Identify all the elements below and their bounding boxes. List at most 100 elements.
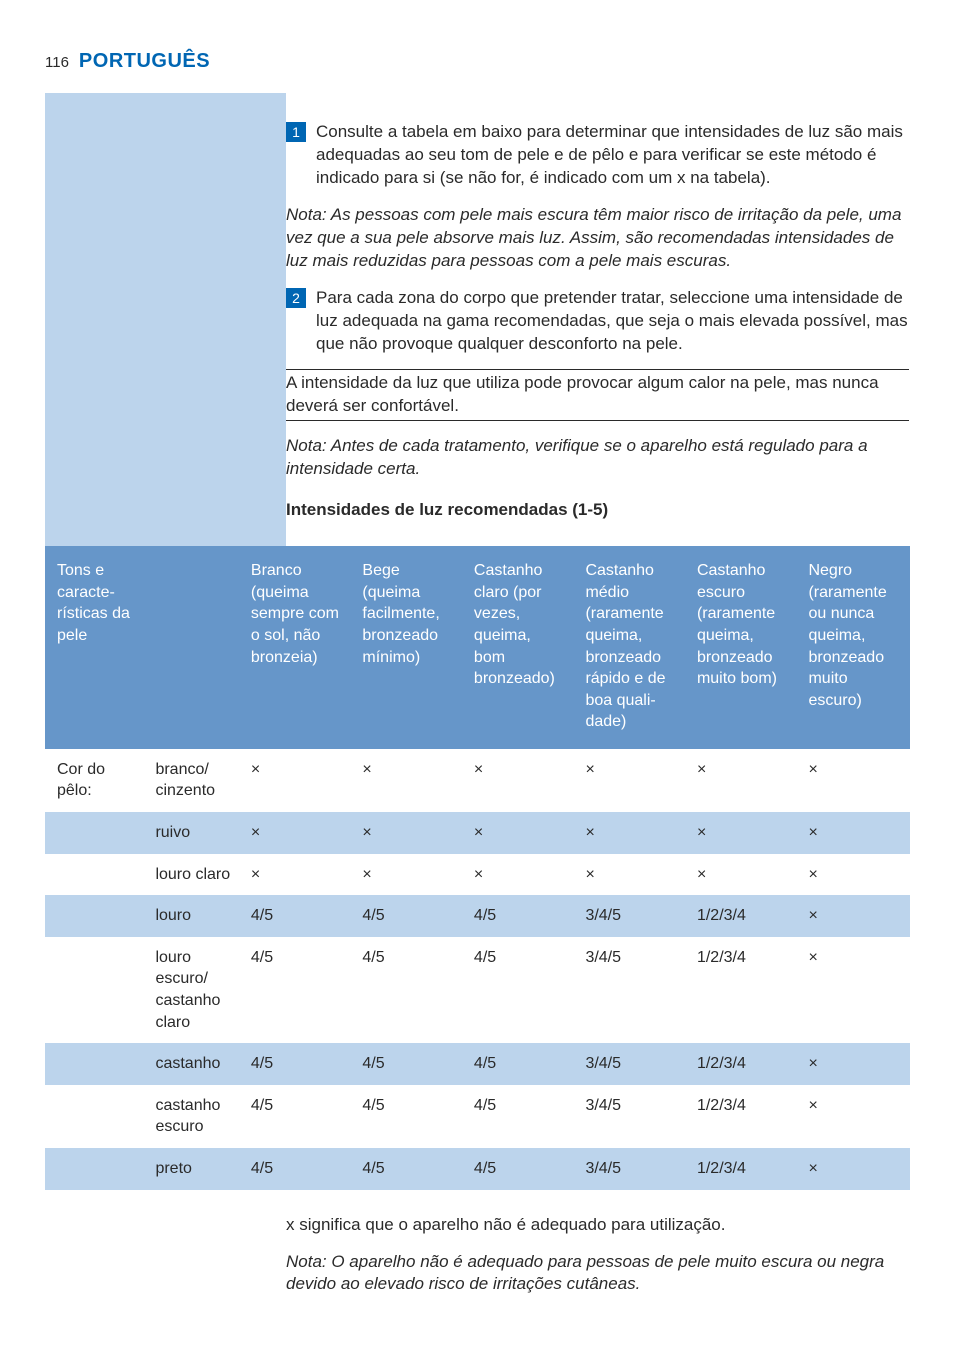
page-number: 116: [45, 53, 69, 73]
table-cell: 4/5: [464, 1148, 576, 1190]
footnote-note: Nota: O aparelho não é adequado para pes…: [286, 1251, 909, 1297]
intensity-table-wrap: Tons e caracte­rísticas da pele Branco (…: [45, 546, 910, 1189]
footnote-text: x significa que o aparelho não é adequad…: [286, 1214, 909, 1237]
step-1: 1 Consulte a tabela em baixo para determ…: [286, 121, 909, 190]
table-cell: louro: [145, 895, 240, 937]
table-cell: 4/5: [352, 895, 464, 937]
table-cell: 4/5: [241, 1148, 353, 1190]
table-cell: ×: [241, 812, 353, 854]
th-skin: Tons e caracte­rísticas da pele: [45, 546, 145, 749]
table-cell: ×: [798, 937, 910, 1043]
table-cell: ×: [687, 749, 799, 812]
table-row: preto4/54/54/53/4/51/2/3/4×: [45, 1148, 910, 1190]
table-cell: branco/ cinzento: [145, 749, 240, 812]
table-row: louro4/54/54/53/4/51/2/3/4×: [45, 895, 910, 937]
step-text: Consulte a tabela em baixo para determin…: [316, 121, 909, 190]
table-body: Cor do pêlo:branco/ cinzento××××××ruivo×…: [45, 749, 910, 1190]
table-cell: 4/5: [241, 937, 353, 1043]
table-cell: ×: [687, 812, 799, 854]
table-cell: 1/2/3/4: [687, 937, 799, 1043]
table-cell: 3/4/5: [575, 895, 687, 937]
table-cell: 3/4/5: [575, 1085, 687, 1148]
th-blank: [145, 546, 240, 749]
th-white: Branco (queima sempre com o sol, não bro…: [241, 546, 353, 749]
th-lightbrown: Castanho claro (por vezes, queima, bom b…: [464, 546, 576, 749]
content-column: 1 Consulte a tabela em baixo para determ…: [286, 121, 909, 522]
table-cell: ×: [464, 812, 576, 854]
table-cell: 1/2/3/4: [687, 895, 799, 937]
table-cell: [45, 854, 145, 896]
note-paragraph: Nota: Antes de cada tratamento, verifiqu…: [286, 435, 909, 481]
table-cell: ×: [798, 1148, 910, 1190]
left-color-band: [45, 93, 286, 553]
table-cell: [45, 895, 145, 937]
table-cell: 4/5: [352, 937, 464, 1043]
language-label: PORTUGUÊS: [79, 48, 210, 75]
table-cell: 4/5: [241, 895, 353, 937]
table-cell: ruivo: [145, 812, 240, 854]
table-cell: 1/2/3/4: [687, 1043, 799, 1085]
step-2: 2 Para cada zona do corpo que pretender …: [286, 287, 909, 356]
table-cell: 4/5: [464, 895, 576, 937]
th-beige: Bege (queima facilmen­te, bron­zeado mín…: [352, 546, 464, 749]
table-cell: ×: [352, 812, 464, 854]
table-cell: 4/5: [464, 937, 576, 1043]
table-cell: louro claro: [145, 854, 240, 896]
table-cell: [45, 1043, 145, 1085]
table-cell: louro escuro/ castanho claro: [145, 937, 240, 1043]
table-row: castanho escuro4/54/54/53/4/51/2/3/4×: [45, 1085, 910, 1148]
table-cell: 3/4/5: [575, 937, 687, 1043]
table-cell: 3/4/5: [575, 1148, 687, 1190]
table-cell: ×: [352, 749, 464, 812]
manual-page: 116 PORTUGUÊS 1 Consulte a tabela em bai…: [0, 0, 954, 1370]
section-title: Intensidades de luz recomendadas (1-5): [286, 499, 909, 522]
th-darkbrown: Castanho escuro (raramente queima, bronz…: [687, 546, 799, 749]
table-cell: 3/4/5: [575, 1043, 687, 1085]
table-cell: castanho escuro: [145, 1085, 240, 1148]
table-row: ruivo××××××: [45, 812, 910, 854]
table-cell: ×: [798, 1043, 910, 1085]
table-cell: 4/5: [241, 1085, 353, 1148]
table-cell: 1/2/3/4: [687, 1148, 799, 1190]
table-cell: 4/5: [352, 1043, 464, 1085]
table-cell: Cor do pêlo:: [45, 749, 145, 812]
table-cell: 4/5: [352, 1085, 464, 1148]
table-cell: ×: [575, 749, 687, 812]
table-cell: 4/5: [352, 1148, 464, 1190]
footnotes: x significa que o aparelho não é adequad…: [286, 1214, 909, 1297]
table-cell: ×: [798, 812, 910, 854]
table-cell: ×: [798, 749, 910, 812]
table-header-row: Tons e caracte­rísticas da pele Branco (…: [45, 546, 910, 749]
table-row: louro claro××××××: [45, 854, 910, 896]
table-cell: castanho: [145, 1043, 240, 1085]
table-cell: ×: [798, 854, 910, 896]
table-cell: ×: [352, 854, 464, 896]
th-medbrown: Castanho médio (raramente queima, bronze…: [575, 546, 687, 749]
table-cell: ×: [575, 812, 687, 854]
table-cell: ×: [241, 749, 353, 812]
table-cell: ×: [575, 854, 687, 896]
table-row: Cor do pêlo:branco/ cinzento××××××: [45, 749, 910, 812]
step-badge: 1: [286, 122, 306, 142]
table-cell: ×: [241, 854, 353, 896]
table-cell: ×: [464, 854, 576, 896]
table-cell: ×: [798, 895, 910, 937]
table-cell: ×: [687, 854, 799, 896]
table-cell: [45, 937, 145, 1043]
table-cell: [45, 812, 145, 854]
step-text: Para cada zona do corpo que pretender tr…: [316, 287, 909, 356]
table-cell: ×: [464, 749, 576, 812]
table-cell: 1/2/3/4: [687, 1085, 799, 1148]
table-cell: 4/5: [464, 1043, 576, 1085]
table-row: louro escuro/ castanho claro4/54/54/53/4…: [45, 937, 910, 1043]
table-cell: 4/5: [464, 1085, 576, 1148]
table-cell: [45, 1085, 145, 1148]
page-header: 116 PORTUGUÊS: [45, 48, 909, 75]
note-paragraph: Nota: As pessoas com pele mais escura tê…: [286, 204, 909, 273]
table-cell: ×: [798, 1085, 910, 1148]
table-cell: preto: [145, 1148, 240, 1190]
table-cell: [45, 1148, 145, 1190]
table-row: castanho4/54/54/53/4/51/2/3/4×: [45, 1043, 910, 1085]
th-black: Negro (raramente ou nunca queima, bronze…: [798, 546, 910, 749]
emphasis-paragraph: A intensidade da luz que utiliza pode pr…: [286, 369, 909, 421]
